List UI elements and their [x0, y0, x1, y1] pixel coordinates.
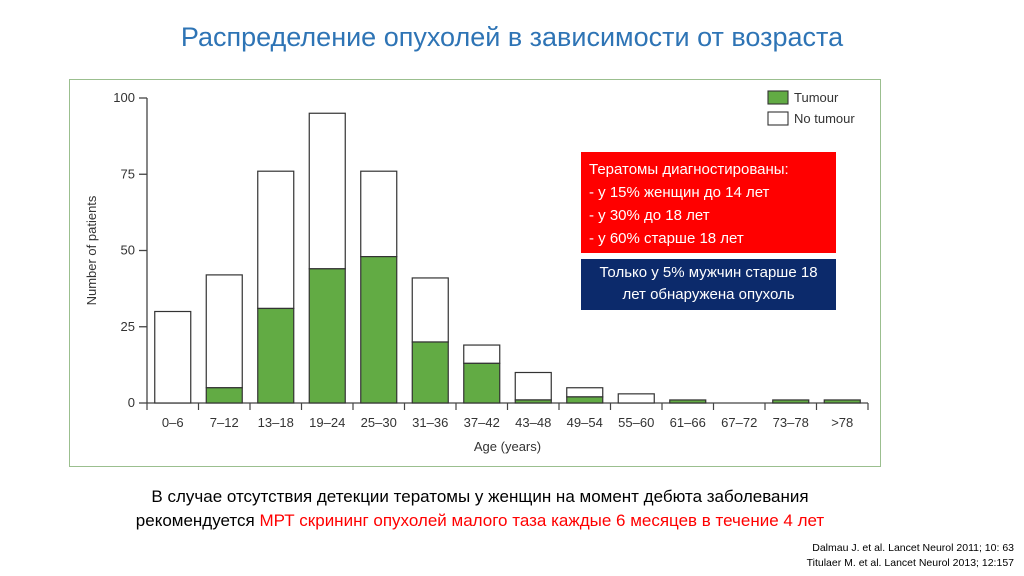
recommendation-prefix: рекомендуется	[135, 511, 260, 530]
teratoma-stats-line: - у 15% женщин до 14 лет	[589, 184, 770, 201]
teratoma-stats-line: - у 60% старше 18 лет	[589, 230, 744, 247]
bar-tumour	[308, 268, 346, 404]
bar-no-tumour	[205, 274, 243, 389]
recommendation-line-2: рекомендуется МРТ скрининг опухолей мало…	[0, 509, 960, 533]
y-axis-title: Number of patients	[84, 195, 99, 305]
bar-tumour	[669, 399, 707, 404]
bar-tumour	[514, 399, 552, 404]
bar-no-tumour	[566, 387, 604, 398]
x-tick-label: 25–30	[361, 415, 397, 430]
bar-tumour	[257, 307, 295, 404]
bar-no-tumour	[360, 170, 398, 258]
bar-no-tumour	[617, 393, 655, 404]
bar-tumour	[772, 399, 810, 404]
x-tick-label: 13–18	[258, 415, 294, 430]
x-tick-label: 7–12	[210, 415, 239, 430]
x-tick-label: 61–66	[670, 415, 706, 430]
bar-no-tumour	[308, 112, 346, 270]
legend-label-tumour: Tumour	[794, 90, 839, 105]
male-stats-box: Только у 5% мужчин старше 18 лет обнаруж…	[581, 259, 836, 310]
bar-no-tumour	[154, 310, 192, 404]
bar-no-tumour	[257, 170, 295, 310]
references: Dalmau J. et al. Lancet Neurol 2011; 10:…	[807, 541, 1014, 571]
legend-swatch-tumour	[767, 90, 789, 105]
x-tick-label: 55–60	[618, 415, 654, 430]
y-tick-label: 50	[121, 243, 135, 258]
x-tick-label: 0–6	[162, 415, 184, 430]
reference-2: Titulaer M. et al. Lancet Neurol 2013; 1…	[806, 557, 1014, 569]
bar-no-tumour	[411, 277, 449, 343]
bar-no-tumour	[514, 371, 552, 401]
legend-label-no-tumour: No tumour	[794, 111, 855, 126]
bar-tumour	[360, 256, 398, 404]
recommendation-text: В случае отсутствия детекции тератомы у …	[0, 485, 960, 533]
x-tick-label: 49–54	[567, 415, 603, 430]
y-tick-label: 75	[121, 166, 135, 181]
x-tick-label: 67–72	[721, 415, 757, 430]
bar-tumour	[823, 399, 861, 404]
y-tick-label: 25	[121, 319, 135, 334]
recommendation-highlight: МРТ скрининг опухолей малого таза каждые…	[259, 511, 825, 530]
teratoma-stats-line: Тератомы диагностированы:	[589, 161, 789, 178]
legend-swatch-no-tumour	[767, 111, 789, 126]
recommendation-line-1: В случае отсутствия детекции тератомы у …	[151, 487, 809, 506]
bar-no-tumour	[463, 344, 501, 364]
bar-tumour	[463, 362, 501, 404]
bar-tumour	[205, 387, 243, 404]
reference-1: Dalmau J. et al. Lancet Neurol 2011; 10:…	[812, 542, 1014, 554]
y-tick-label: 0	[128, 395, 135, 410]
teratoma-stats-box: Тератомы диагностированы: - у 15% женщин…	[581, 152, 836, 253]
slide-title: Распределение опухолей в зависимости от …	[180, 22, 844, 52]
bar-tumour	[566, 396, 604, 404]
x-tick-label: 73–78	[773, 415, 809, 430]
x-tick-label: 43–48	[515, 415, 551, 430]
bar-chart: 0 25 50 75 100 Number of patients 0–6 7–12 13–18…	[84, 90, 869, 454]
x-tick-label: 31–36	[412, 415, 448, 430]
bar-tumour	[411, 341, 449, 404]
x-tick-label: 19–24	[309, 415, 345, 430]
y-tick-label: 100	[113, 90, 135, 105]
x-axis-title: Age (years)	[474, 439, 541, 454]
teratoma-stats-line: - у 30% до 18 лет	[589, 207, 710, 224]
x-tick-label: >78	[831, 415, 853, 430]
x-tick-label: 37–42	[464, 415, 500, 430]
